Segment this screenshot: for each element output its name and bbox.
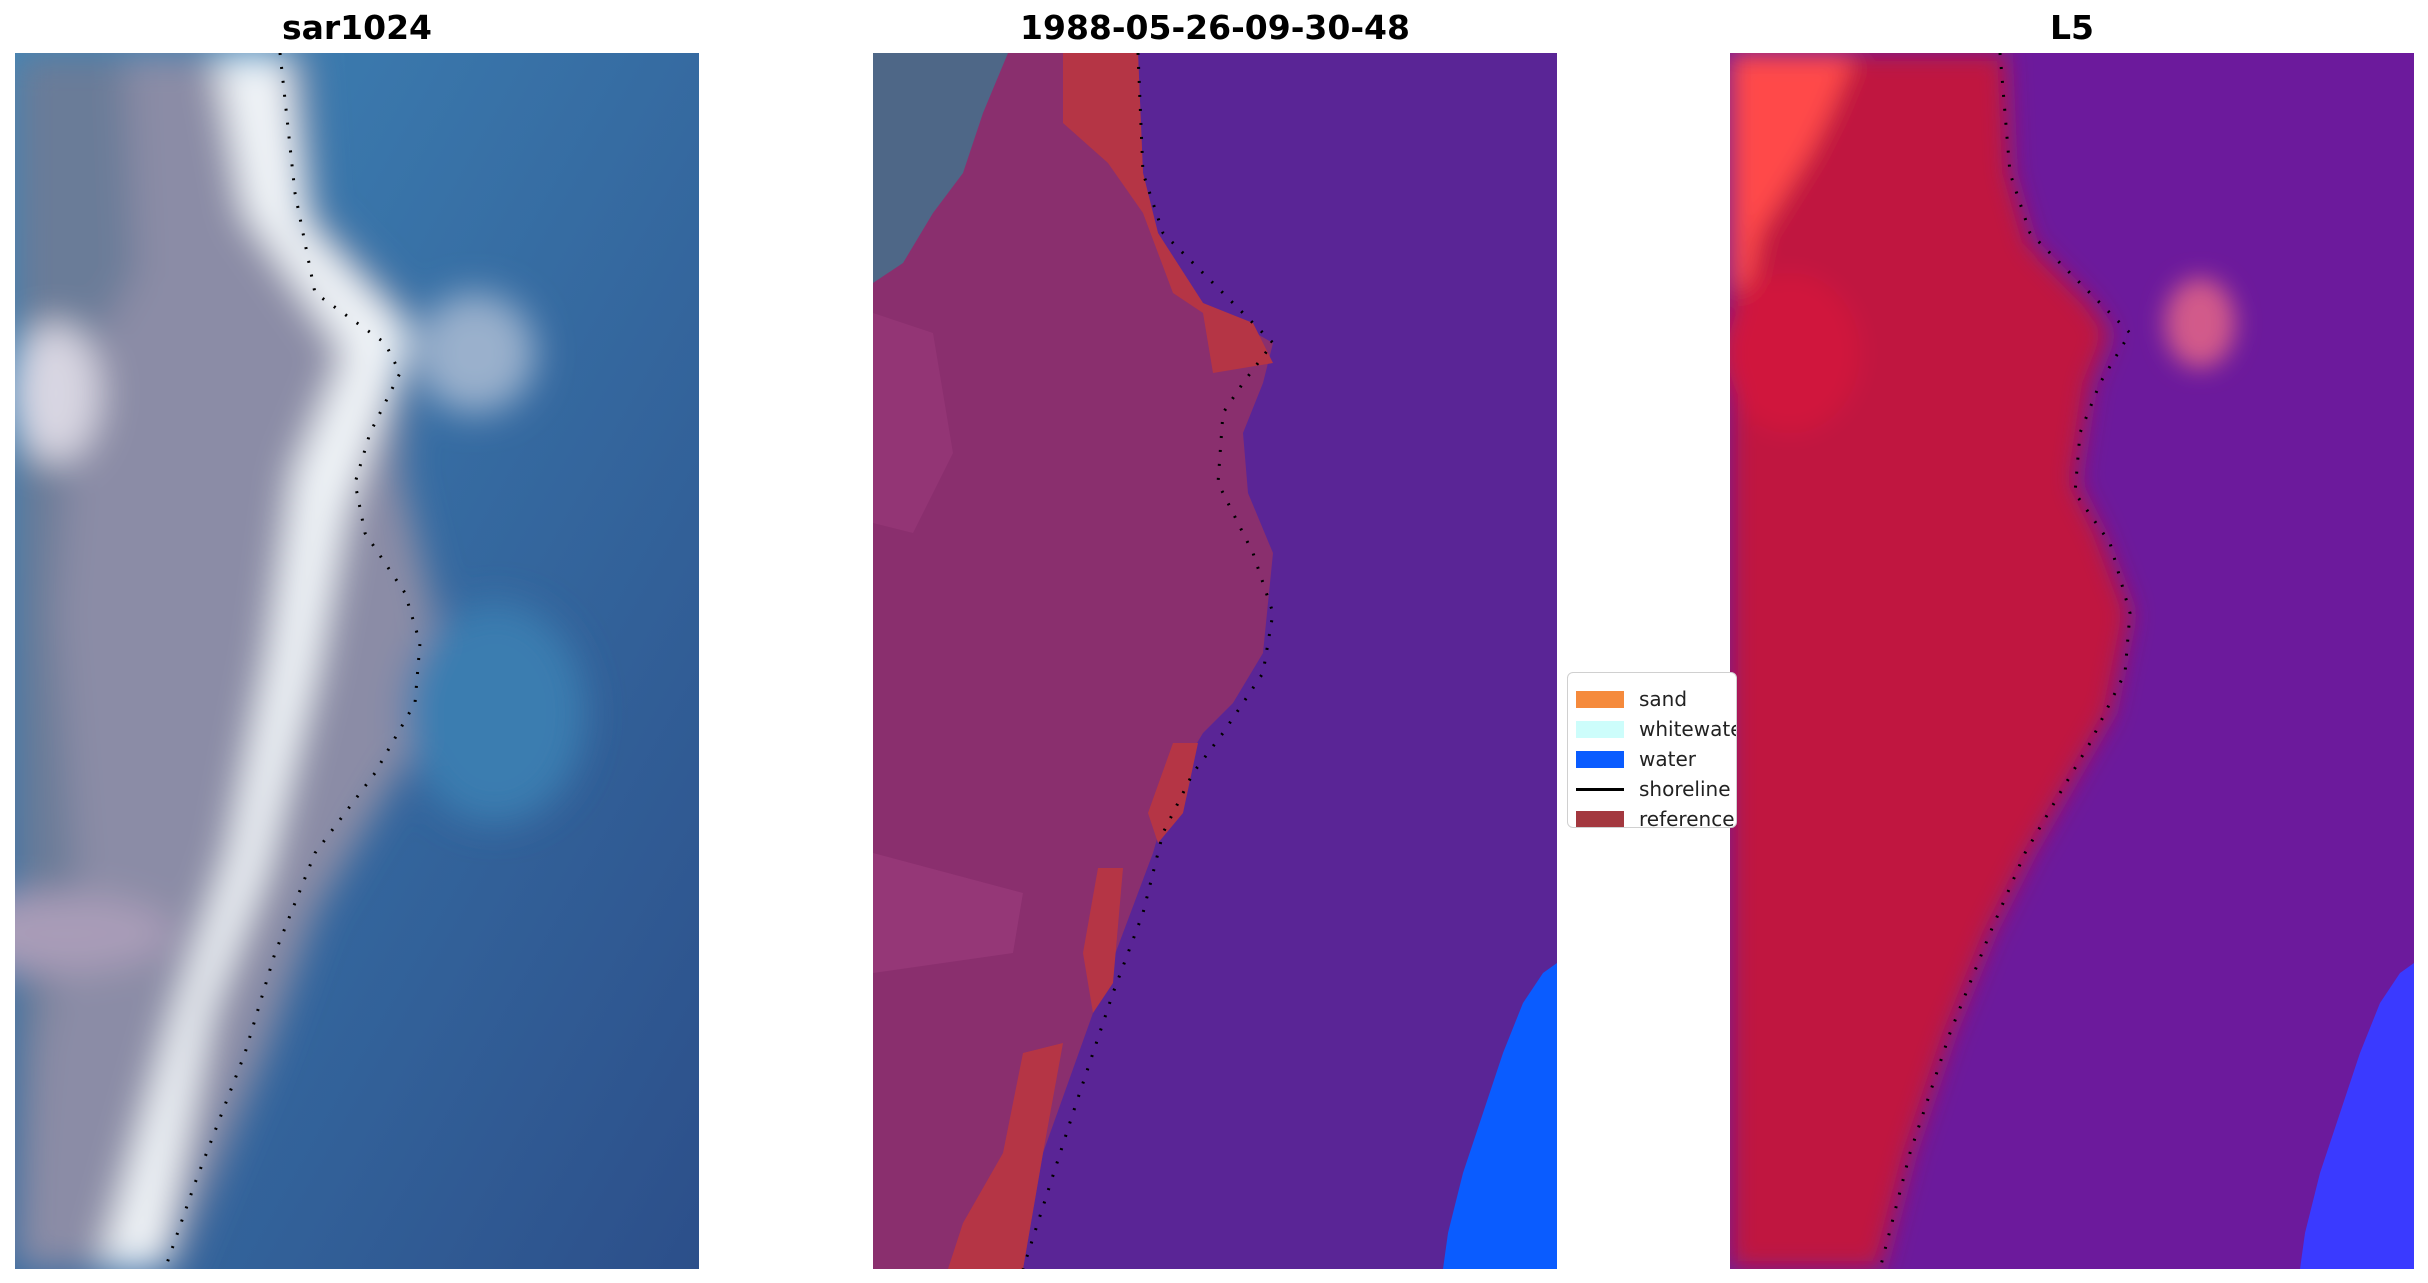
index-cold-corner bbox=[2300, 963, 2414, 1269]
reference-band bbox=[1063, 53, 1273, 373]
classified-land bbox=[873, 53, 1273, 1269]
legend-item-sand: sand bbox=[1576, 687, 1687, 711]
panel-title-rgb: sar1024 bbox=[281, 8, 433, 47]
legend-item-reference: reference bbox=[1576, 807, 1735, 828]
pink-land bbox=[873, 313, 953, 533]
legend-label-reference: reference bbox=[1639, 807, 1735, 828]
panel-title-classification: 1988-05-26-09-30-48 bbox=[1020, 8, 1410, 47]
water-swatch-icon bbox=[1576, 750, 1624, 768]
classification-panel bbox=[873, 53, 1557, 1269]
whitish-land bbox=[873, 53, 1008, 283]
reference-band-4 bbox=[948, 1043, 1063, 1269]
reference-band-3 bbox=[1083, 868, 1123, 1013]
legend-label-whitewater: whitewater bbox=[1639, 717, 1736, 741]
legend-label-water: water bbox=[1639, 747, 1696, 771]
shoreline-line-icon bbox=[1576, 787, 1624, 791]
panel-title-index: L5 bbox=[2050, 8, 2094, 47]
index-hot-corner bbox=[1730, 53, 1855, 293]
true-water bbox=[1443, 963, 1557, 1269]
legend-item-water: water bbox=[1576, 747, 1696, 771]
reference-swatch-icon bbox=[1576, 810, 1624, 827]
index-panel bbox=[1730, 53, 2414, 1269]
shoreline-dotted-3 bbox=[1878, 53, 2132, 1269]
legend: sand whitewater water shoreline referenc… bbox=[1567, 672, 1737, 828]
rgb-image bbox=[15, 53, 699, 1269]
legend-item-whitewater: whitewater bbox=[1576, 717, 1736, 741]
whitewater-swatch-icon bbox=[1576, 720, 1624, 738]
legend-label-sand: sand bbox=[1639, 687, 1688, 711]
pink-land-2 bbox=[873, 853, 1023, 973]
legend-item-shoreline: shoreline bbox=[1576, 777, 1731, 801]
sand-swatch-icon bbox=[1576, 690, 1624, 708]
legend-label-shoreline: shoreline bbox=[1639, 777, 1731, 801]
classification-image bbox=[873, 53, 1557, 1269]
index-image bbox=[1730, 53, 2414, 1269]
reference-band-2 bbox=[1148, 743, 1198, 843]
rgb-image-panel bbox=[15, 53, 699, 1269]
